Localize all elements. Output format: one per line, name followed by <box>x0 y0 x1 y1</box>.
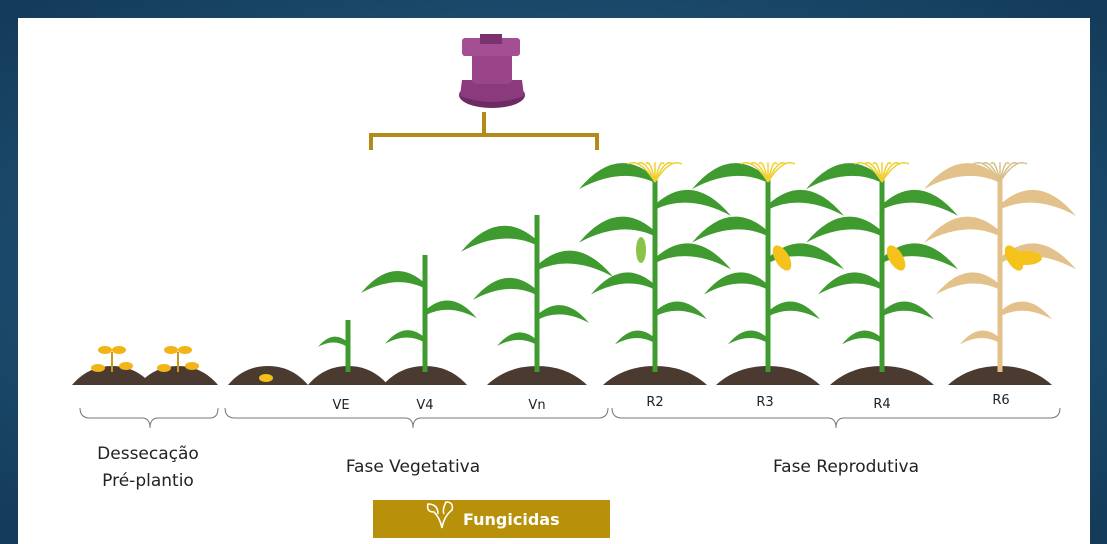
stage-label: VE <box>332 398 349 413</box>
phase-label: Dessecação <box>97 444 199 464</box>
stage-label: R4 <box>873 397 890 412</box>
page: VE V4 Vn R2 R3 R4 R6 Dessecação Pré-plan… <box>0 0 1107 544</box>
ear <box>636 237 646 263</box>
petal <box>98 346 112 354</box>
petal <box>164 346 178 354</box>
stage-label: Vn <box>528 398 545 413</box>
petal <box>91 364 105 372</box>
panel <box>18 18 1090 544</box>
petal <box>119 362 133 370</box>
ear <box>1010 251 1042 265</box>
phase-label: Fase Vegetativa <box>346 457 480 477</box>
phase-label: Pré-plantio <box>102 471 194 491</box>
petal <box>178 346 192 354</box>
stage-label: R2 <box>646 395 663 410</box>
phase-label: Fase Reprodutiva <box>773 457 919 477</box>
diagram: VE V4 Vn R2 R3 R4 R6 Dessecação Pré-plan… <box>0 0 1107 544</box>
stage-label: R3 <box>756 395 773 410</box>
petal <box>112 346 126 354</box>
petal <box>157 364 171 372</box>
petal <box>185 362 199 370</box>
stage-label: V4 <box>416 398 433 413</box>
fungicidas-button[interactable]: Fungicidas <box>373 500 610 538</box>
button-label: Fungicidas <box>463 510 560 529</box>
stage-label: R6 <box>992 393 1009 408</box>
seed <box>259 374 273 382</box>
